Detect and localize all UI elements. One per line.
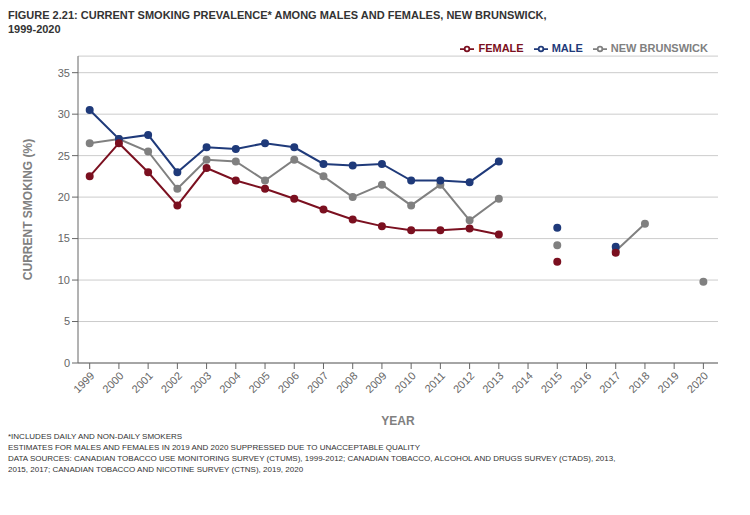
- html-text:FEMALE: FEMALE: [478, 42, 524, 54]
- html-text:NEW BRUNSWICK: NEW BRUNSWICK: [610, 42, 708, 54]
- svg-text:1999: 1999: [71, 369, 97, 395]
- html-text:2015, 2017; CANADIAN TOBACCO A: 2015, 2017; CANADIAN TOBACCO AND NICOTIN…: [8, 465, 304, 474]
- svg-text:0: 0: [64, 357, 70, 369]
- svg-text:2010: 2010: [392, 369, 418, 395]
- svg-text:2003: 2003: [188, 369, 214, 395]
- svg-text:20: 20: [58, 191, 70, 203]
- svg-text:2005: 2005: [246, 369, 272, 395]
- html-text:1999-2020: 1999-2020: [8, 23, 61, 35]
- svg-text:YEAR: YEAR: [381, 414, 415, 428]
- svg-text:2011: 2011: [422, 369, 447, 394]
- svg-text:2001: 2001: [129, 369, 155, 395]
- svg-text:2000: 2000: [100, 369, 126, 395]
- svg-text:5: 5: [64, 315, 70, 327]
- html-text:ESTIMATES FOR MALES AND FEMALE: ESTIMATES FOR MALES AND FEMALES IN 2019 …: [8, 443, 420, 452]
- svg-text:2019: 2019: [655, 369, 681, 395]
- svg-text:2007: 2007: [305, 369, 331, 395]
- svg-text:25: 25: [58, 150, 70, 162]
- html-text:MALE: MALE: [551, 42, 583, 54]
- svg-text:15: 15: [58, 232, 70, 244]
- svg-text:2017: 2017: [597, 369, 623, 395]
- svg-text:2009: 2009: [363, 369, 389, 395]
- svg-text:35: 35: [58, 67, 70, 79]
- svg-text:2002: 2002: [158, 369, 184, 395]
- svg-text:30: 30: [58, 108, 70, 120]
- svg-text:2013: 2013: [480, 369, 506, 395]
- html-text:FIGURE 2.21: CURRENT SMOKING P: FIGURE 2.21: CURRENT SMOKING PREVALENCE*…: [8, 9, 547, 21]
- html-text:DATA SOURCES: CANADIAN TOBACCO: DATA SOURCES: CANADIAN TOBACCO USE MONIT…: [8, 454, 616, 463]
- svg-text:2014: 2014: [509, 369, 535, 395]
- svg-text:2012: 2012: [451, 369, 477, 395]
- svg-text:2020: 2020: [685, 369, 711, 395]
- svg-text:2018: 2018: [626, 369, 652, 395]
- html-text:*INCLUDES DAILY AND NON-DAILY: *INCLUDES DAILY AND NON-DAILY SMOKERS: [8, 432, 183, 441]
- svg-text:10: 10: [58, 274, 70, 286]
- svg-text:2004: 2004: [217, 369, 243, 395]
- svg-text:CURRENT SMOKING (%): CURRENT SMOKING (%): [21, 139, 35, 280]
- svg-text:2015: 2015: [538, 369, 564, 395]
- svg-text:2016: 2016: [568, 369, 594, 395]
- svg-text:2006: 2006: [275, 369, 301, 395]
- svg-text:2008: 2008: [334, 369, 360, 395]
